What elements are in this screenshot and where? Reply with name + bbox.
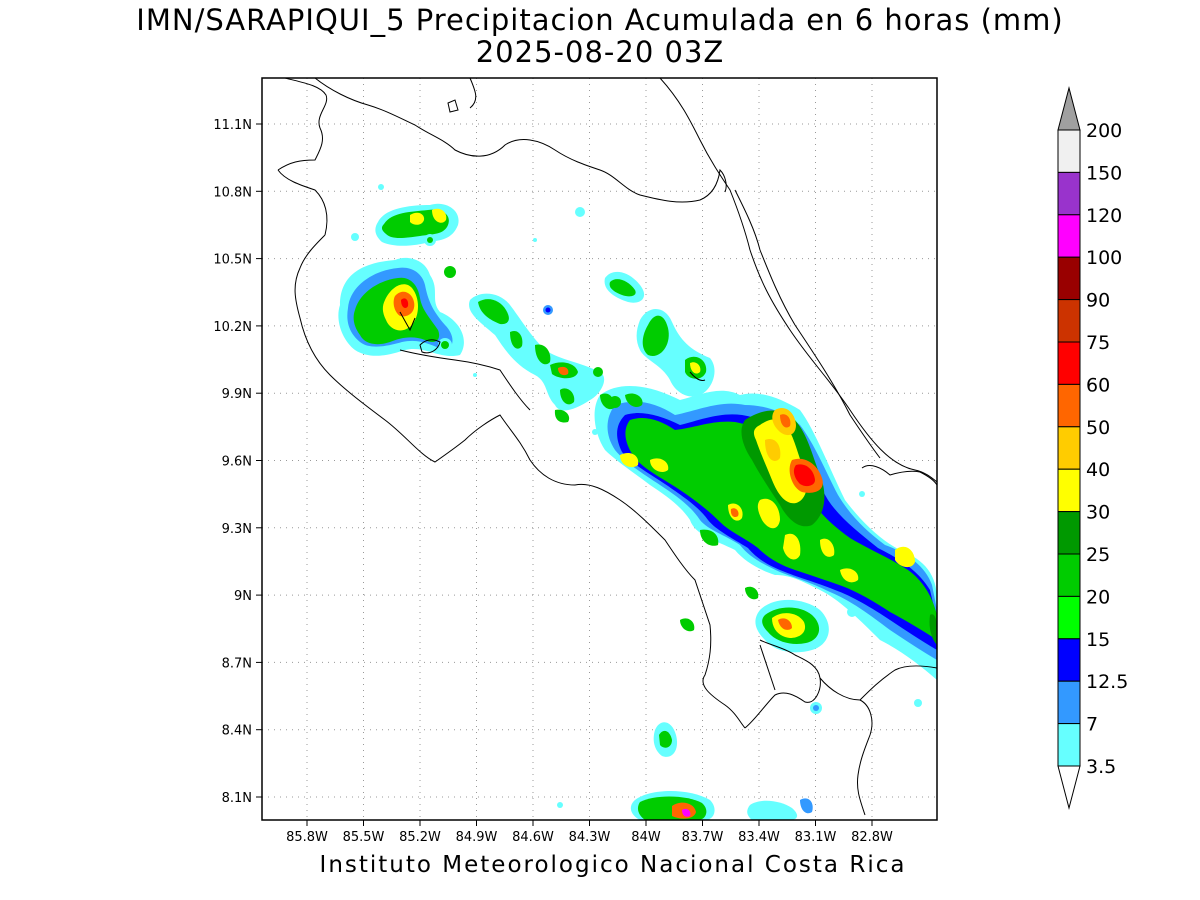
colorbar-swatch (1057, 511, 1081, 555)
rain-cell-caribbean-north (604, 271, 715, 397)
national-border (399, 189, 937, 701)
colorbar-label: 50 (1086, 417, 1110, 439)
lon-tick-label: 84W (631, 830, 661, 845)
lon-tick-label: 83.7W (682, 830, 724, 845)
colorbar-label: 40 (1086, 459, 1110, 481)
lat-tick-label: 11.1N (213, 118, 252, 133)
colorbar-label: 100 (1086, 247, 1122, 269)
lon-tick-label: 84.3W (569, 830, 611, 845)
lat-tick-label: 9.6N (222, 455, 252, 470)
colorbar-label: 15 (1086, 629, 1110, 651)
lat-tick-label: 10.5N (213, 253, 252, 268)
colorbar-label: 7 (1086, 714, 1098, 736)
colorbar-label: 12.5 (1086, 671, 1128, 693)
rain-cell-osa (680, 586, 829, 653)
colorbar-label: 20 (1086, 586, 1110, 608)
rain-cell-scattered (351, 184, 922, 808)
rain-band-central (469, 293, 605, 423)
precipitation-colorbar: 200 150 120 100 90 75 60 50 40 30 25 20 15 12.5 7 3.5 (1057, 86, 1128, 810)
lat-tick-label: 8.4N (222, 724, 252, 739)
lon-tick-label: 85.5W (343, 830, 385, 845)
colorbar-label: 30 (1086, 502, 1110, 524)
institution-credit: Instituto Meteorologico Nacional Costa R… (319, 852, 907, 878)
lat-tick-label: 10.8N (213, 185, 252, 200)
colorbar-swatch (1057, 638, 1081, 682)
rain-cell-nw (338, 257, 464, 357)
colorbar-swatch (1057, 256, 1081, 301)
map-timestamp: 2025-08-20 03Z (475, 35, 725, 69)
lon-tick-label: 84.6W (512, 830, 554, 845)
longitude-axis: 85.8W 85.5W 85.2W 84.9W 84.6W 84.3W 84W 83.7W 83… (286, 820, 893, 845)
colorbar-swatch (1057, 468, 1081, 513)
colorbar-label: 90 (1086, 290, 1110, 312)
colorbar-swatch (1057, 299, 1081, 343)
colorbar-swatch (1057, 171, 1081, 216)
lat-tick-label: 9.3N (222, 522, 252, 537)
colorbar-label: 60 (1086, 374, 1110, 396)
colorbar-swatch (1057, 680, 1081, 725)
latitude-axis: 11.1N 10.8N 10.5N 10.2N 9.9N 9.6N 9.3N 9N 8.7N 8.… (213, 118, 262, 806)
map-background (262, 78, 937, 820)
colorbar-swatch (1057, 341, 1081, 385)
lat-tick-label: 9.9N (222, 387, 252, 402)
precipitation-field (338, 184, 937, 820)
coastline (277, 78, 937, 816)
gridlines (262, 78, 937, 820)
colorbar-label: 120 (1086, 205, 1122, 227)
colorbar-swatch (1057, 383, 1081, 428)
rain-cell-far-south (630, 722, 813, 820)
lat-tick-label: 8.1N (222, 791, 252, 806)
colorbar-swatch (1057, 426, 1081, 470)
lon-tick-label: 83.1W (795, 830, 837, 845)
colorbar-swatch (1057, 129, 1081, 173)
colorbar-label: 150 (1086, 162, 1122, 184)
colorbar-min-arrow (1057, 765, 1081, 810)
rain-cell-north (375, 203, 459, 246)
lon-tick-label: 85.2W (399, 830, 441, 845)
rain-mass-south (594, 385, 937, 680)
lon-tick-label: 85.8W (286, 830, 328, 845)
colorbar-swatch (1057, 723, 1081, 767)
lon-tick-label: 83.4W (738, 830, 780, 845)
colorbar-label: 3.5 (1086, 756, 1116, 778)
map-title: IMN/SARAPIQUI_5 Precipitacion Acumulada … (136, 3, 1064, 37)
colorbar-label: 200 (1086, 120, 1122, 142)
lat-tick-label: 8.7N (222, 656, 252, 671)
colorbar-swatch (1057, 214, 1081, 258)
colorbar-swatch (1057, 595, 1081, 640)
colorbar-label: 25 (1086, 544, 1110, 566)
lat-tick-label: 9N (234, 589, 252, 604)
colorbar-swatch (1057, 553, 1081, 597)
colorbar-label: 75 (1086, 332, 1110, 354)
map-frame (261, 77, 938, 821)
lat-tick-label: 10.2N (213, 320, 252, 335)
lon-tick-label: 82.8W (851, 830, 893, 845)
lon-tick-label: 84.9W (456, 830, 498, 845)
colorbar-max-arrow (1057, 86, 1081, 131)
